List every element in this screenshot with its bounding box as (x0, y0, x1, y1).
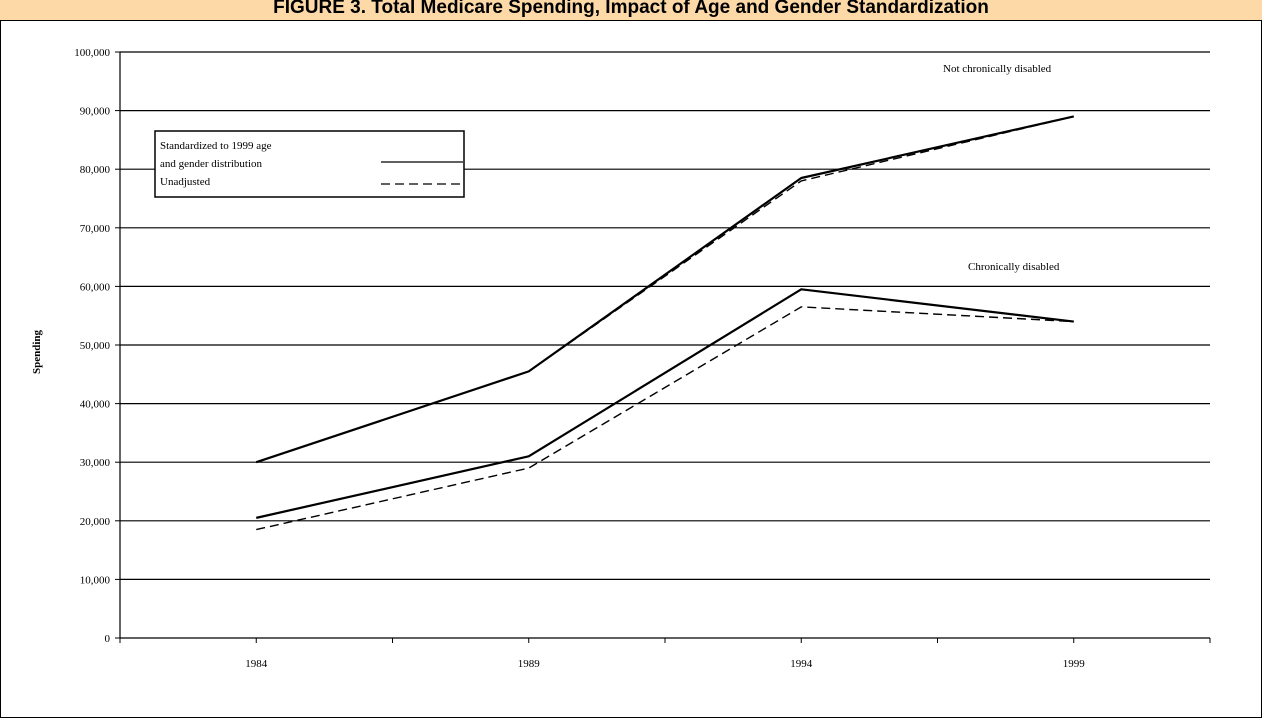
y-tick-label-4: 40,000 (80, 399, 111, 411)
y-tick-label-8: 80,000 (80, 164, 111, 176)
legend-box (154, 130, 465, 198)
y-tick-label-5: 50,000 (80, 340, 111, 352)
x-tick-labels: 1984 1989 1994 1999 (245, 658, 1085, 670)
x-tick-label-1989: 1989 (518, 658, 541, 670)
legend: Standardized to 1999 age and gender dist… (154, 130, 465, 198)
legend-entry-1-line1: Unadjusted (160, 176, 211, 188)
legend-entry-0-line2: and gender distribution (160, 158, 263, 170)
y-tick-label-7: 70,000 (80, 223, 111, 235)
grid-lines (115, 51, 1210, 639)
x-tick-label-1984: 1984 (245, 658, 268, 670)
y-tick-label-10: 100,000 (74, 47, 110, 59)
axes (119, 52, 1211, 643)
annotation-chronically-disabled: Chronically disabled (968, 261, 1060, 273)
y-axis-label: Spending (31, 329, 43, 374)
series-line-1 (256, 115, 1074, 463)
annotation-not-chronically-disabled: Not chronically disabled (943, 63, 1052, 75)
figure-title: FIGURE 3. Total Medicare Spending, Impac… (273, 0, 989, 18)
series-lines (255, 115, 1074, 531)
legend-entry-0-line1: Standardized to 1999 age (160, 140, 272, 152)
y-tick-label-0: 0 (105, 633, 111, 645)
x-tick-label-1994: 1994 (790, 658, 813, 670)
x-tick-label-1999: 1999 (1063, 658, 1086, 670)
y-tick-label-2: 20,000 (80, 516, 111, 528)
series-line-3 (256, 306, 1074, 531)
y-tick-label-3: 30,000 (80, 457, 111, 469)
y-tick-labels: 0 10,000 20,000 30,000 40,000 50,000 60,000 70,… (74, 47, 110, 645)
y-tick-label-1: 10,000 (80, 574, 111, 586)
y-tick-label-9: 90,000 (80, 106, 111, 118)
figure-title-bar: FIGURE 3. Total Medicare Spending, Impac… (0, 0, 1262, 21)
series-line-2 (256, 288, 1074, 519)
y-tick-label-6: 60,000 (80, 281, 111, 293)
